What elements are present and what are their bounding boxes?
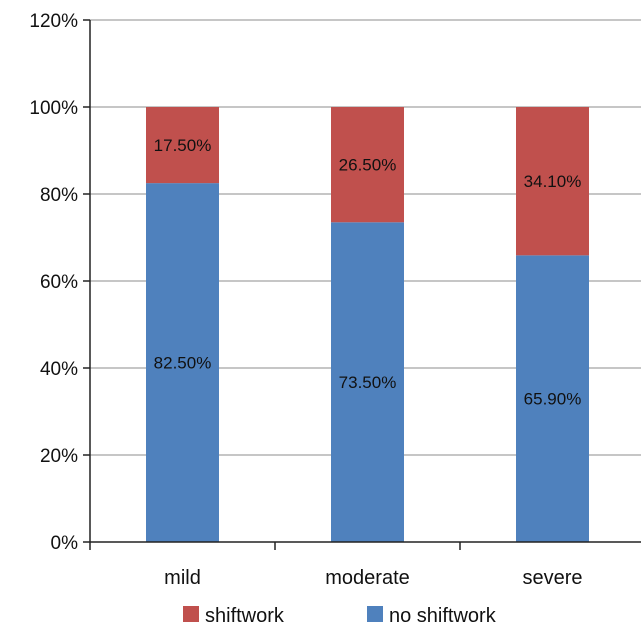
data-label: 73.50% [339, 373, 397, 392]
data-label: 17.50% [154, 136, 212, 155]
legend-swatch [367, 606, 383, 622]
legend-label: no shiftwork [389, 605, 497, 626]
data-label: 82.50% [154, 354, 212, 373]
legend-label: shiftwork [205, 605, 285, 626]
x-category-label: mild [164, 567, 201, 589]
bar-segment [146, 183, 219, 542]
y-tick-label: 80% [40, 185, 78, 206]
bar-segment [516, 255, 589, 542]
data-label: 26.50% [339, 156, 397, 175]
data-label: 34.10% [524, 172, 582, 191]
bars: 82.50% 17.50% 73.50% 26.50% 65.90% 34.10% [146, 107, 589, 542]
legend-swatch [183, 606, 199, 622]
y-tick-label: 100% [29, 98, 78, 119]
y-tick-label: 120% [29, 11, 78, 32]
y-tick-label: 60% [40, 272, 78, 293]
bar-segment [516, 107, 589, 256]
y-tick-label: 0% [51, 533, 79, 554]
bar-segment [146, 107, 219, 184]
bar-segment [331, 222, 404, 542]
x-category-label: moderate [325, 567, 410, 589]
axes: 0% 20% 40% 60% 80% 100% 120% mild moderate severe [29, 11, 641, 589]
x-category-label: severe [522, 567, 582, 589]
y-tick-label: 20% [40, 446, 78, 467]
bar-segment [331, 107, 404, 223]
y-tick-label: 40% [40, 359, 78, 380]
data-label: 65.90% [524, 390, 582, 409]
legend: shiftwork no shiftwork [183, 605, 497, 626]
